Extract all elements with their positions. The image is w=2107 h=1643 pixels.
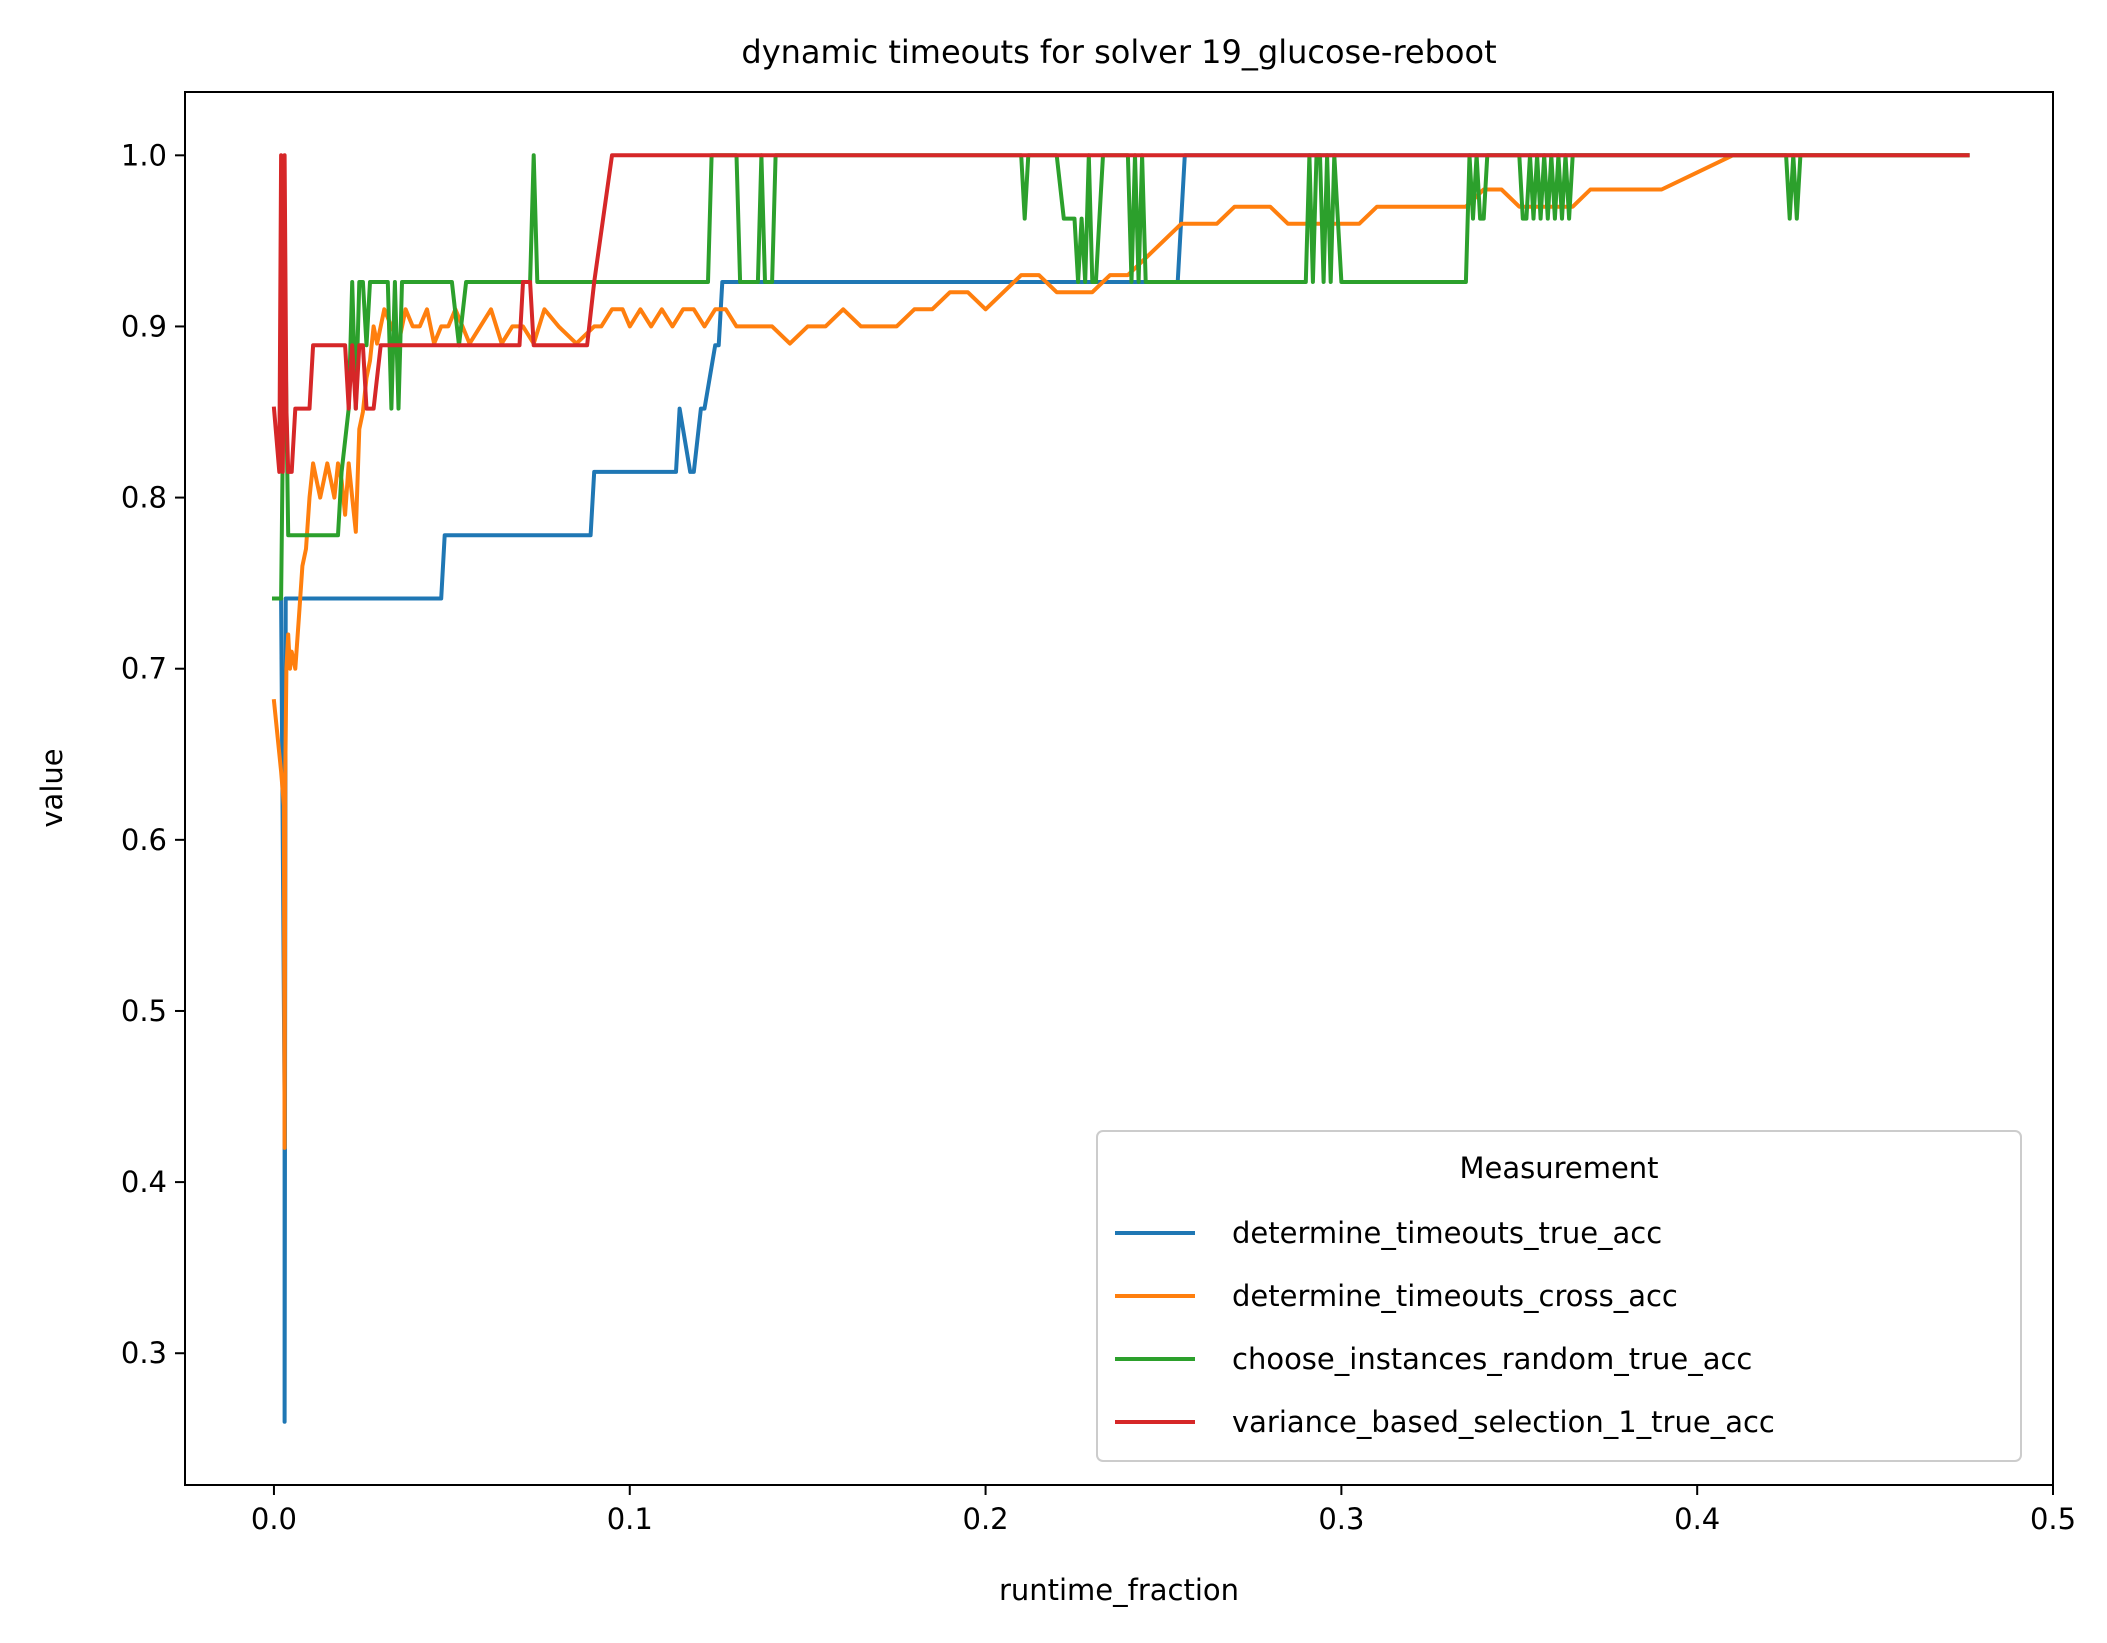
series-layer xyxy=(271,153,1970,1424)
legend-entry-label: choose_instances_random_true_acc xyxy=(1232,1342,1752,1376)
y-tick-label: 1.0 xyxy=(121,138,167,172)
x-tick-label: 0.5 xyxy=(2030,1502,2076,1536)
x-tick-label: 0.0 xyxy=(251,1502,297,1536)
x-tick-label: 0.2 xyxy=(963,1502,1009,1536)
y-tick-label: 0.7 xyxy=(121,652,167,686)
y-axis: 0.3 0.4 0.5 0.6 0.7 0.8 0.9 1.0 xyxy=(121,138,185,1370)
legend-entry-label: determine_timeouts_cross_acc xyxy=(1232,1279,1678,1313)
y-tick-label: 0.5 xyxy=(121,994,167,1028)
x-tick-label: 0.3 xyxy=(1318,1502,1364,1536)
plot-frame xyxy=(184,91,2054,1486)
legend-title: Measurement xyxy=(1459,1151,1658,1185)
x-axis-label: runtime_fraction xyxy=(999,1573,1239,1607)
y-tick-label: 0.8 xyxy=(121,481,167,515)
y-tick-label: 0.6 xyxy=(121,823,167,857)
legend-entries: determine_timeouts_true_acc determine_tim… xyxy=(1115,1216,1775,1439)
series-line-choose_instances_random_true_acc xyxy=(272,153,1970,601)
y-tick-label: 0.9 xyxy=(121,309,167,343)
y-tick-label: 0.4 xyxy=(121,1165,167,1199)
x-tick-label: 0.1 xyxy=(607,1502,653,1536)
legend-box xyxy=(1096,1130,2022,1462)
x-axis: 0.0 0.1 0.2 0.3 0.4 0.5 xyxy=(251,1485,2076,1536)
legend-entry-label: variance_based_selection_1_true_acc xyxy=(1232,1405,1775,1439)
legend-entry-label: determine_timeouts_true_acc xyxy=(1232,1216,1662,1250)
y-tick-label: 0.3 xyxy=(121,1336,167,1370)
x-tick-label: 0.4 xyxy=(1674,1502,1720,1536)
legend: Measurement determine_timeouts_true_accd… xyxy=(1096,1130,2022,1462)
chart-title: dynamic timeouts for solver 19_glucose-r… xyxy=(741,33,1496,71)
series-line-variance_based_selection_1_true_acc xyxy=(271,153,1970,474)
y-axis-label: value xyxy=(35,748,69,827)
